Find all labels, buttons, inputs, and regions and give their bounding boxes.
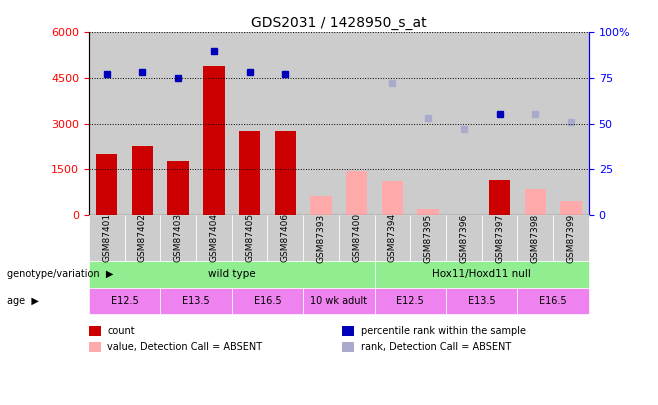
- Text: count: count: [107, 326, 135, 336]
- Bar: [161, 32, 196, 215]
- Bar: [339, 32, 374, 215]
- Bar: [303, 32, 339, 215]
- Text: percentile rank within the sample: percentile rank within the sample: [361, 326, 526, 336]
- Bar: [203, 66, 224, 215]
- Bar: [232, 32, 267, 215]
- Text: GSM87393: GSM87393: [316, 213, 326, 262]
- Bar: [374, 32, 411, 215]
- Bar: [267, 32, 303, 215]
- Bar: [311, 196, 332, 215]
- Text: 10 wk adult: 10 wk adult: [311, 296, 367, 306]
- Text: Hox11/Hoxd11 null: Hox11/Hoxd11 null: [432, 269, 531, 279]
- Text: GSM87405: GSM87405: [245, 213, 254, 262]
- Text: GSM87404: GSM87404: [209, 213, 218, 262]
- Bar: [196, 32, 232, 215]
- Bar: [124, 32, 161, 215]
- Text: E13.5: E13.5: [468, 296, 495, 306]
- Bar: [561, 201, 582, 215]
- Text: value, Detection Call = ABSENT: value, Detection Call = ABSENT: [107, 342, 263, 352]
- Bar: [346, 171, 367, 215]
- Text: rank, Detection Call = ABSENT: rank, Detection Call = ABSENT: [361, 342, 511, 352]
- Bar: [489, 180, 511, 215]
- Title: GDS2031 / 1428950_s_at: GDS2031 / 1428950_s_at: [251, 16, 426, 30]
- Text: E12.5: E12.5: [396, 296, 424, 306]
- Text: GSM87397: GSM87397: [495, 213, 504, 262]
- Bar: [89, 32, 124, 215]
- Text: GSM87399: GSM87399: [567, 213, 576, 262]
- Text: wild type: wild type: [208, 269, 255, 279]
- Bar: [96, 154, 117, 215]
- Text: GSM87398: GSM87398: [531, 213, 540, 262]
- Text: GSM87394: GSM87394: [388, 213, 397, 262]
- Text: age  ▶: age ▶: [7, 296, 38, 306]
- Bar: [239, 131, 261, 215]
- Text: GSM87396: GSM87396: [459, 213, 468, 262]
- Bar: [517, 32, 553, 215]
- Bar: [446, 32, 482, 215]
- Bar: [382, 181, 403, 215]
- Text: GSM87395: GSM87395: [424, 213, 433, 262]
- Text: E16.5: E16.5: [540, 296, 567, 306]
- Text: E16.5: E16.5: [253, 296, 281, 306]
- Text: GSM87401: GSM87401: [102, 213, 111, 262]
- Bar: [274, 131, 296, 215]
- Text: GSM87402: GSM87402: [138, 213, 147, 262]
- Text: genotype/variation  ▶: genotype/variation ▶: [7, 269, 113, 279]
- Bar: [417, 209, 439, 215]
- Text: E13.5: E13.5: [182, 296, 210, 306]
- Bar: [411, 32, 446, 215]
- Text: GSM87406: GSM87406: [281, 213, 290, 262]
- Text: GSM87403: GSM87403: [174, 213, 183, 262]
- Bar: [132, 146, 153, 215]
- Bar: [524, 189, 546, 215]
- Text: GSM87400: GSM87400: [352, 213, 361, 262]
- Text: E12.5: E12.5: [111, 296, 138, 306]
- Bar: [167, 162, 189, 215]
- Bar: [482, 32, 517, 215]
- Bar: [553, 32, 589, 215]
